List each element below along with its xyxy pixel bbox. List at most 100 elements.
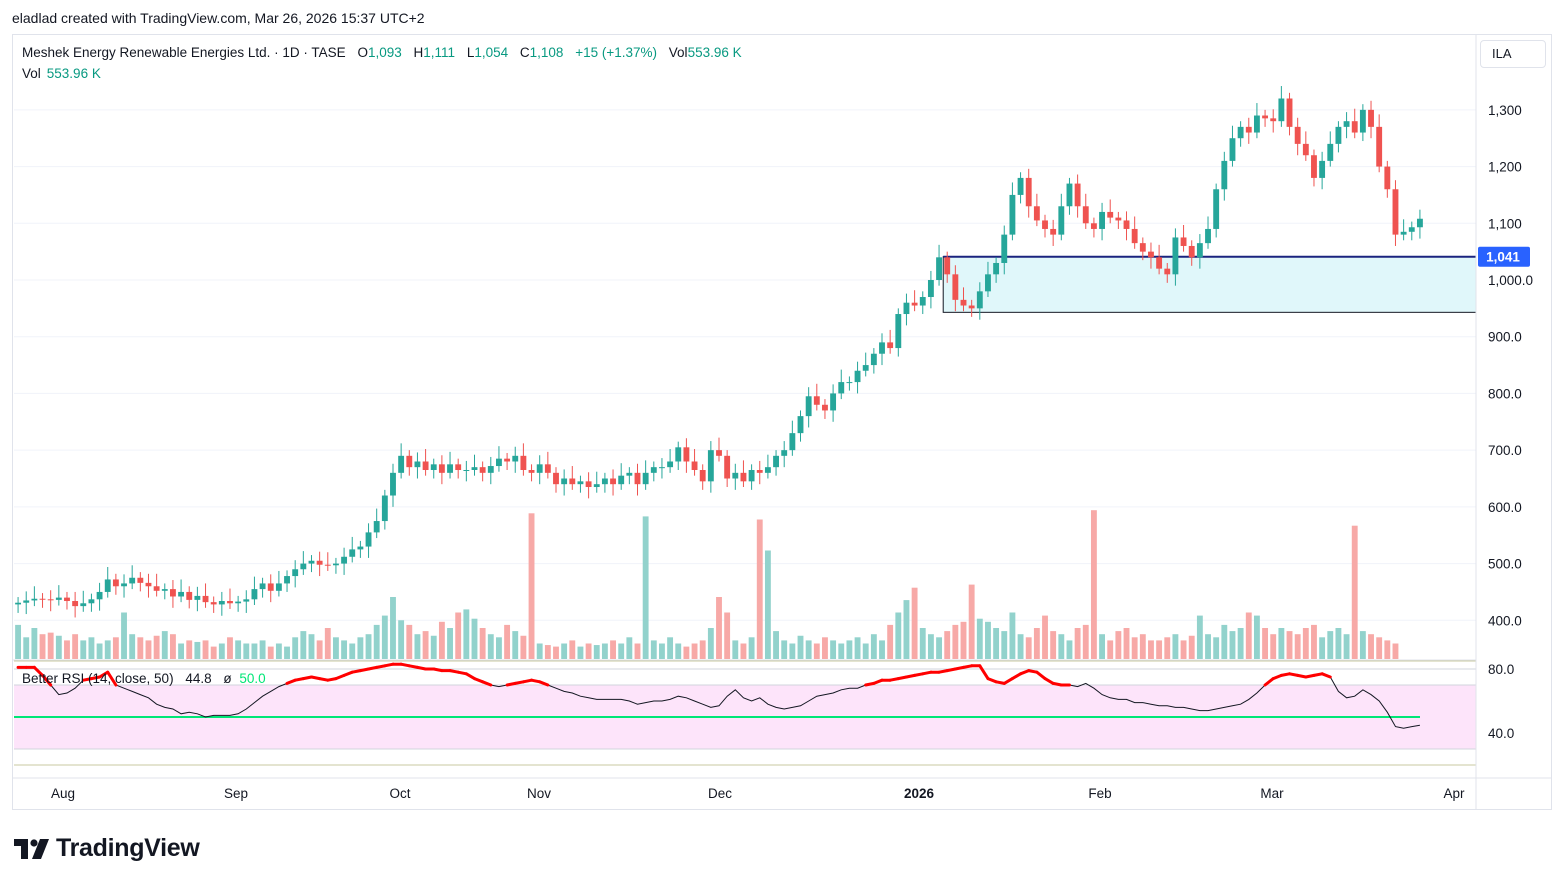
candle-body	[15, 602, 22, 605]
volume-bar	[1229, 631, 1236, 659]
time-label: Sep	[224, 786, 248, 801]
volume-legend[interactable]: Vol 553.96 K	[22, 66, 101, 81]
candle-body	[1229, 138, 1236, 161]
candle-body	[1074, 183, 1081, 207]
volume-bar	[748, 637, 755, 659]
volume-bar	[1001, 631, 1008, 659]
volume-bar	[1107, 640, 1114, 659]
candle-body	[137, 577, 144, 583]
candle-body	[846, 382, 853, 384]
candle-body	[1262, 115, 1269, 119]
candle-body	[1139, 243, 1146, 252]
candle-body	[870, 353, 877, 366]
tradingview-logo[interactable]: TradingView	[14, 834, 200, 863]
candle-body	[634, 472, 641, 485]
volume-bar	[1392, 643, 1399, 659]
volume-bar	[683, 646, 690, 659]
symbol-name[interactable]: Meshek Energy Renewable Energies Ltd. · …	[22, 45, 346, 60]
candle-body	[724, 455, 731, 479]
volume-bar	[553, 646, 559, 659]
candle-body	[1392, 189, 1399, 235]
volume-bar	[976, 618, 983, 659]
candle-body	[64, 597, 70, 602]
candle-body	[1001, 234, 1008, 263]
candle-body	[80, 603, 87, 607]
candle-body	[1368, 109, 1374, 127]
volume-bar	[88, 637, 95, 659]
volume-bar	[618, 643, 625, 659]
volume-bar	[357, 637, 364, 659]
candle-body	[740, 472, 747, 482]
volume-bar	[781, 640, 788, 659]
candle-body	[1335, 126, 1342, 144]
candle-body	[1359, 109, 1366, 133]
rsi-overbought-segment	[32, 665, 45, 677]
candle-body	[487, 466, 494, 473]
volume-bar	[716, 597, 722, 659]
price-tag-box	[1478, 246, 1530, 267]
candle-body	[748, 470, 755, 482]
volume-bar	[121, 612, 127, 659]
candle-body	[1115, 217, 1122, 221]
candle-body	[414, 461, 421, 468]
volume-bar	[699, 640, 706, 659]
volume-bar	[284, 646, 290, 659]
volume-bar	[1188, 635, 1195, 659]
rsi-tick-label: 40.0	[1488, 726, 1514, 741]
volume-bar	[903, 600, 910, 659]
candle-body	[1205, 228, 1211, 244]
candle-body	[349, 549, 356, 557]
volume-bar	[308, 634, 315, 659]
volume-bar	[1017, 634, 1024, 659]
volume-bar	[1286, 631, 1293, 659]
candle-body	[903, 302, 910, 315]
volume-bar	[496, 637, 502, 659]
candle-body	[129, 577, 136, 584]
grid-lines	[14, 109, 1476, 621]
volume-bar	[129, 634, 136, 659]
candle-body	[952, 274, 959, 300]
candle-body	[284, 576, 290, 584]
candle-body	[585, 481, 592, 488]
candle-body	[968, 305, 975, 309]
rsi-overbought-segment	[481, 680, 493, 687]
candle-body	[455, 464, 462, 470]
candle-body	[781, 450, 788, 456]
volume-bar	[381, 615, 388, 659]
price-tick-label: 1,200	[1488, 160, 1522, 175]
candle-body	[194, 595, 201, 600]
candle-body	[235, 601, 242, 604]
rsi-legend[interactable]: Better RSI (14, close, 50) 44.8 ø 50.0	[22, 671, 266, 686]
rsi-overbought-segment	[1010, 672, 1023, 681]
tradingview-wordmark: TradingView	[56, 834, 200, 862]
volume-bar	[398, 620, 405, 659]
symbol-legend[interactable]: Meshek Energy Renewable Energies Ltd. · …	[22, 45, 742, 60]
candle-body	[1172, 237, 1179, 275]
volume-bar	[1115, 631, 1122, 659]
volume-bar	[675, 643, 682, 659]
candle-body	[1376, 126, 1383, 167]
currency-button[interactable]: ILA	[1480, 40, 1546, 68]
volume-bar	[1327, 631, 1334, 659]
candle-body	[1400, 231, 1407, 235]
candle-body	[1082, 206, 1089, 224]
price-tick-label: 900.0	[1488, 330, 1522, 345]
candle-body	[936, 257, 942, 280]
open-label: O	[357, 45, 368, 60]
volume-bar	[1253, 615, 1260, 659]
candle-body	[422, 461, 429, 470]
candle-body	[275, 583, 282, 591]
volume-bar	[797, 635, 804, 659]
candle-body	[789, 433, 796, 451]
volume-bar	[390, 597, 396, 659]
volume-bar	[202, 640, 209, 659]
volume-bar	[838, 643, 845, 659]
volume-bar	[1164, 637, 1171, 659]
time-label: Nov	[527, 786, 551, 801]
volume-bar	[243, 643, 250, 659]
candle-body	[1090, 223, 1097, 229]
rsi-overbought-segment	[1263, 677, 1275, 687]
volume-bar	[634, 643, 641, 659]
volume-bar	[642, 516, 649, 659]
